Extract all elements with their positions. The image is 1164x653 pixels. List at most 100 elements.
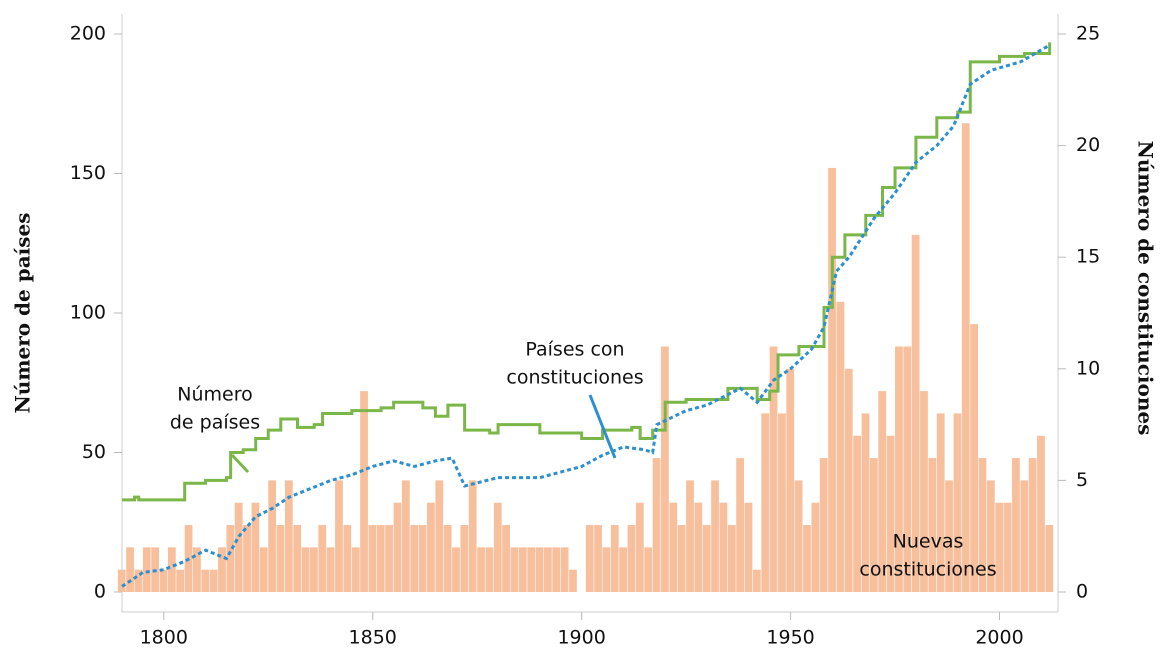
bar bbox=[736, 458, 745, 592]
bar bbox=[585, 525, 594, 592]
bar bbox=[995, 502, 1004, 592]
bar bbox=[669, 502, 678, 592]
bar bbox=[301, 547, 310, 592]
bar bbox=[752, 569, 761, 592]
bar bbox=[594, 525, 602, 592]
bar bbox=[293, 525, 302, 592]
bar bbox=[251, 502, 260, 592]
bar bbox=[961, 123, 970, 592]
bar bbox=[836, 301, 845, 592]
annotation: constituciones bbox=[859, 559, 996, 581]
y-tick-label: 0 bbox=[94, 581, 106, 603]
x-tick-label: 1800 bbox=[140, 627, 188, 649]
bar bbox=[326, 547, 335, 592]
bar bbox=[686, 480, 694, 592]
bar bbox=[477, 547, 485, 592]
line-step bbox=[122, 42, 1052, 502]
bar bbox=[602, 547, 611, 592]
bar bbox=[193, 547, 201, 592]
bar bbox=[318, 525, 327, 592]
y-tick-label: 50 bbox=[82, 441, 106, 463]
bar bbox=[861, 413, 870, 592]
bar bbox=[945, 480, 953, 592]
bar bbox=[569, 569, 577, 592]
y2-tick-label: 15 bbox=[1076, 246, 1100, 268]
bar bbox=[761, 413, 770, 592]
bar bbox=[786, 368, 795, 592]
y-tick-label: 100 bbox=[70, 302, 106, 324]
bar bbox=[778, 413, 786, 592]
bar bbox=[259, 547, 268, 592]
bar bbox=[427, 502, 435, 592]
bar bbox=[694, 502, 703, 592]
bar bbox=[986, 480, 995, 592]
bar bbox=[886, 435, 895, 592]
bar bbox=[502, 525, 511, 592]
bar bbox=[201, 569, 210, 592]
x-tick-label: 1850 bbox=[349, 627, 397, 649]
bar bbox=[1020, 480, 1029, 592]
bar bbox=[1003, 502, 1012, 592]
bar bbox=[920, 391, 928, 592]
bar bbox=[360, 391, 368, 592]
bar bbox=[652, 458, 661, 592]
x-tick-label: 1900 bbox=[557, 627, 605, 649]
bar bbox=[828, 167, 836, 593]
bar bbox=[811, 502, 820, 592]
bar bbox=[518, 547, 527, 592]
bar bbox=[310, 547, 318, 592]
bar bbox=[819, 458, 828, 592]
bar bbox=[234, 502, 243, 592]
bar bbox=[677, 525, 686, 592]
bar bbox=[410, 525, 419, 592]
annotation: constituciones bbox=[506, 367, 643, 389]
bar bbox=[376, 525, 385, 592]
bar bbox=[176, 569, 185, 592]
bar bbox=[970, 324, 979, 592]
bar bbox=[1037, 435, 1045, 592]
bar bbox=[485, 547, 494, 592]
x-tick-label: 2000 bbox=[975, 627, 1023, 649]
bar bbox=[527, 547, 536, 592]
bar bbox=[276, 525, 285, 592]
bar bbox=[803, 525, 811, 592]
bar bbox=[878, 391, 887, 592]
bar bbox=[627, 525, 636, 592]
annotation: Países con bbox=[525, 339, 624, 361]
bar bbox=[243, 525, 251, 592]
bar bbox=[142, 547, 151, 592]
bar bbox=[335, 480, 343, 592]
bar bbox=[769, 346, 778, 592]
bar bbox=[284, 480, 293, 592]
bar bbox=[727, 525, 736, 592]
y-axis-label: Número de países bbox=[11, 212, 35, 413]
annotation: de países bbox=[170, 412, 260, 434]
bar bbox=[209, 569, 218, 592]
bar bbox=[903, 346, 912, 592]
bar bbox=[544, 547, 552, 592]
bar bbox=[452, 547, 460, 592]
bar bbox=[134, 569, 143, 592]
bar bbox=[844, 368, 853, 592]
bar bbox=[619, 547, 628, 592]
bar bbox=[385, 525, 394, 592]
bar bbox=[159, 569, 168, 592]
bar bbox=[418, 525, 427, 592]
x-tick-label: 1950 bbox=[766, 627, 814, 649]
y-tick-label: 200 bbox=[70, 23, 106, 45]
bar bbox=[1012, 458, 1020, 592]
bar bbox=[711, 480, 719, 592]
bar bbox=[853, 435, 862, 592]
bar bbox=[117, 569, 126, 592]
y2-tick-label: 10 bbox=[1076, 357, 1100, 379]
bar bbox=[460, 525, 469, 592]
y2-tick-label: 25 bbox=[1076, 23, 1100, 45]
y2-tick-label: 0 bbox=[1076, 581, 1088, 603]
bar bbox=[702, 525, 711, 592]
bar bbox=[610, 525, 619, 592]
bar bbox=[1045, 525, 1054, 592]
bar bbox=[895, 346, 903, 592]
bar bbox=[644, 547, 653, 592]
bar bbox=[435, 480, 444, 592]
